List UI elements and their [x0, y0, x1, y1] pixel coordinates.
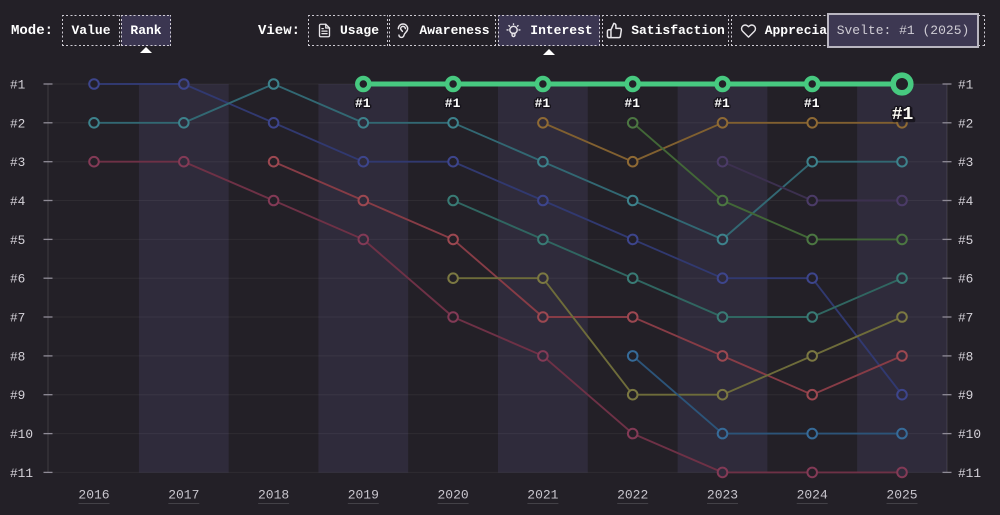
svg-text:#5: #5 [10, 233, 25, 248]
svg-text:2017: 2017 [168, 488, 199, 503]
svg-text:#3: #3 [10, 155, 25, 170]
svg-text:#1: #1 [355, 96, 371, 111]
svg-text:#10: #10 [958, 427, 981, 442]
svg-text:#5: #5 [958, 233, 973, 248]
svg-text:#1: #1 [714, 96, 730, 111]
svg-text:#11: #11 [10, 466, 33, 481]
svg-text:2018: 2018 [258, 488, 289, 503]
svg-text:#3: #3 [958, 155, 973, 170]
svg-text:#10: #10 [10, 427, 33, 442]
svg-text:#2: #2 [958, 116, 973, 131]
svg-text:2021: 2021 [527, 488, 558, 503]
svg-text:#6: #6 [10, 272, 25, 287]
svg-text:#4: #4 [10, 194, 26, 209]
svg-text:#9: #9 [958, 388, 973, 403]
svg-text:2020: 2020 [437, 488, 468, 503]
svg-text:#8: #8 [958, 349, 973, 364]
svg-text:2025: 2025 [886, 488, 917, 503]
svg-text:2022: 2022 [617, 488, 648, 503]
svg-text:#1: #1 [893, 107, 915, 127]
svg-text:2019: 2019 [348, 488, 379, 503]
svg-text:2016: 2016 [78, 488, 109, 503]
svg-text:#6: #6 [958, 272, 973, 287]
svg-text:#1: #1 [10, 78, 26, 93]
svg-text:#1: #1 [624, 96, 640, 111]
svg-text:#9: #9 [10, 388, 25, 403]
svg-text:#1: #1 [892, 105, 914, 125]
svg-text:#1: #1 [445, 96, 461, 111]
svg-text:#8: #8 [10, 349, 25, 364]
svg-text:#2: #2 [10, 116, 25, 131]
svg-text:#7: #7 [10, 311, 25, 326]
svg-text:#11: #11 [958, 466, 981, 481]
svg-text:#4: #4 [958, 194, 974, 209]
svg-text:2023: 2023 [707, 488, 738, 503]
svg-text:#1: #1 [958, 78, 974, 93]
svg-text:#7: #7 [958, 311, 973, 326]
svg-text:2024: 2024 [797, 488, 828, 503]
svg-text:#1: #1 [535, 96, 551, 111]
svg-text:#1: #1 [804, 96, 820, 111]
